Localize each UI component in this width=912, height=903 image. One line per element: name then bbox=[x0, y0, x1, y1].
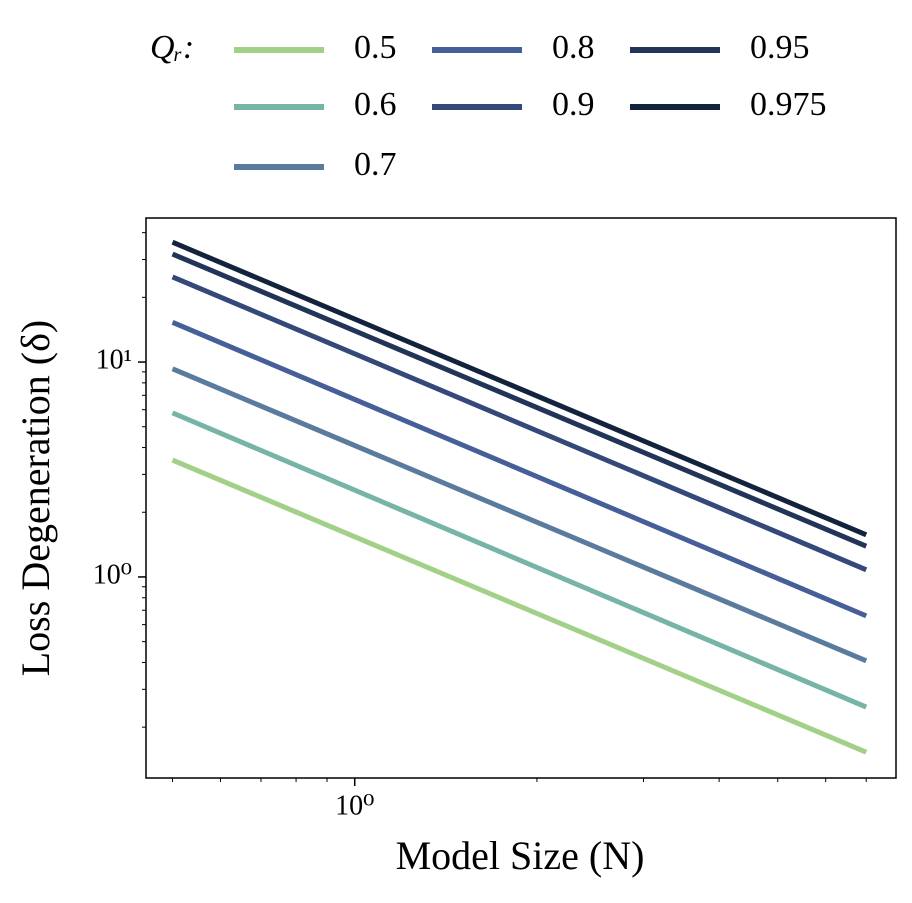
series-line bbox=[171, 410, 868, 710]
x-tick-label: 10⁰ bbox=[335, 790, 374, 821]
y-tick-label: 10¹ bbox=[96, 344, 132, 375]
series-line bbox=[171, 239, 868, 538]
plot-frame bbox=[145, 217, 897, 779]
series-line bbox=[171, 366, 868, 664]
legend-label: 0.6 bbox=[354, 86, 397, 123]
x-axis-label: Model Size (N) bbox=[396, 833, 645, 878]
legend-label: 0.7 bbox=[354, 146, 397, 183]
legend-label: 0.8 bbox=[552, 29, 595, 66]
series-line bbox=[171, 457, 868, 755]
y-tick-label: 10⁰ bbox=[93, 559, 132, 590]
legend-label: 0.95 bbox=[750, 29, 810, 66]
legend-label: 0.9 bbox=[552, 86, 595, 123]
legend-label: 0.5 bbox=[354, 29, 397, 66]
y-axis-label: Loss Degeneration (δ) bbox=[13, 320, 58, 677]
series-line bbox=[171, 251, 868, 549]
series-line bbox=[171, 274, 868, 573]
legend-title: Qᵣ: bbox=[150, 29, 194, 66]
legend-label: 0.975 bbox=[750, 86, 827, 123]
series-line bbox=[171, 320, 868, 619]
